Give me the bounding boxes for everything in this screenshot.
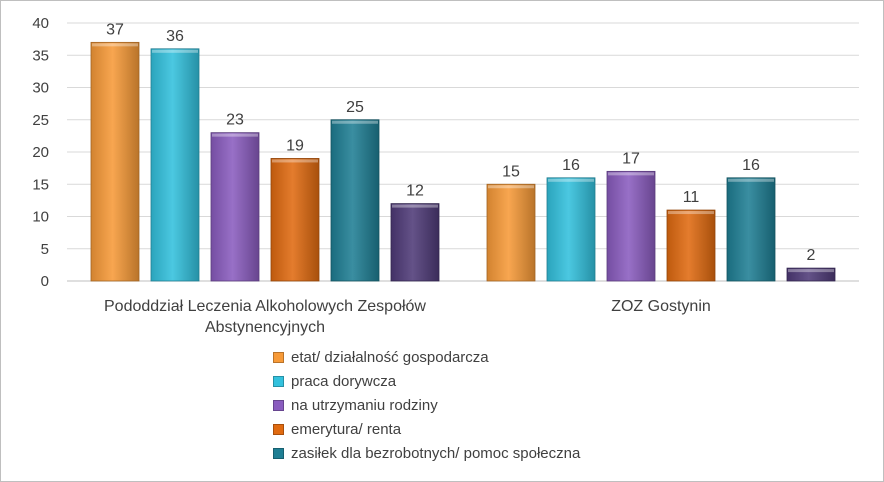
y-tick-label: 30 [32,80,49,97]
bar-highlight [788,269,834,273]
bar [666,209,716,282]
bar-highlight [212,133,258,137]
y-tick-label: 25 [32,112,49,129]
category-label: Pododdział Leczenia Alkoholowych Zespołó… [104,298,426,315]
bar-highlight [548,178,594,182]
data-label: 16 [742,157,760,174]
data-label: 15 [502,163,520,180]
legend-swatch [273,423,284,435]
data-label: 12 [406,183,424,200]
data-label: 23 [226,112,244,129]
bar-highlight [668,211,714,215]
bars [90,41,836,282]
y-tick-label: 10 [32,209,49,226]
data-label: 19 [286,137,304,154]
legend-label: etat/ działalność gospodarcza [291,348,489,366]
data-labels: 37 36 23 19 25 12 15 16 17 11 16 2 [106,21,815,264]
legend-swatch [273,351,284,363]
bar [786,267,836,282]
data-label: 36 [166,28,184,45]
bar-highlight [92,43,138,47]
legend-item: zasiłek dla bezrobotnych/ pomoc społeczn… [273,441,580,465]
bar [210,132,260,282]
legend-swatch [273,399,284,411]
bar [270,158,320,282]
bar [390,203,440,282]
data-label: 11 [683,189,700,206]
category-labels: Pododdział Leczenia Alkoholowych Zespołó… [104,298,711,336]
bar [150,48,200,282]
category-label: Abstynencyjnych [205,319,325,336]
legend-label: zasiłek dla bezrobotnych/ pomoc społeczn… [291,444,581,462]
bar [606,170,656,282]
bar-highlight [272,159,318,163]
y-tick-label: 15 [32,176,49,193]
bar-highlight [488,185,534,189]
bar-highlight [728,178,774,182]
legend-label: praca dorywcza [291,372,397,390]
bar [330,119,380,282]
legend: etat/ działalność gospodarcza praca doryw… [273,345,580,465]
bar-highlight [152,49,198,53]
data-label: 17 [622,150,640,167]
legend-swatch [273,447,284,459]
bar [726,177,776,282]
bar [90,41,140,282]
category-label: ZOZ Gostynin [611,298,711,315]
legend-item: emerytura/ renta [273,417,580,441]
y-tick-label: 35 [32,47,49,64]
data-label: 2 [807,247,816,264]
data-label: 37 [106,21,124,38]
legend-label: emerytura/ renta [291,420,402,438]
legend-swatch [273,375,284,387]
bar [486,183,536,282]
bar-highlight [332,120,378,124]
legend-label: na utrzymaniu rodziny [291,396,438,414]
y-tick-label: 20 [32,144,49,161]
legend-item: etat/ działalność gospodarcza [273,345,580,369]
legend-item: praca dorywcza [273,369,580,393]
y-tick-label: 5 [41,241,49,258]
data-label: 16 [562,157,580,174]
bar [546,177,596,282]
y-axis-ticks: 0 5 10 15 20 25 30 35 40 [32,15,49,290]
legend-item: na utrzymaniu rodziny [273,393,580,417]
y-tick-label: 0 [41,273,49,290]
bar-highlight [392,204,438,208]
bar-highlight [608,172,654,176]
data-label: 25 [346,99,364,116]
y-tick-label: 40 [32,15,49,32]
